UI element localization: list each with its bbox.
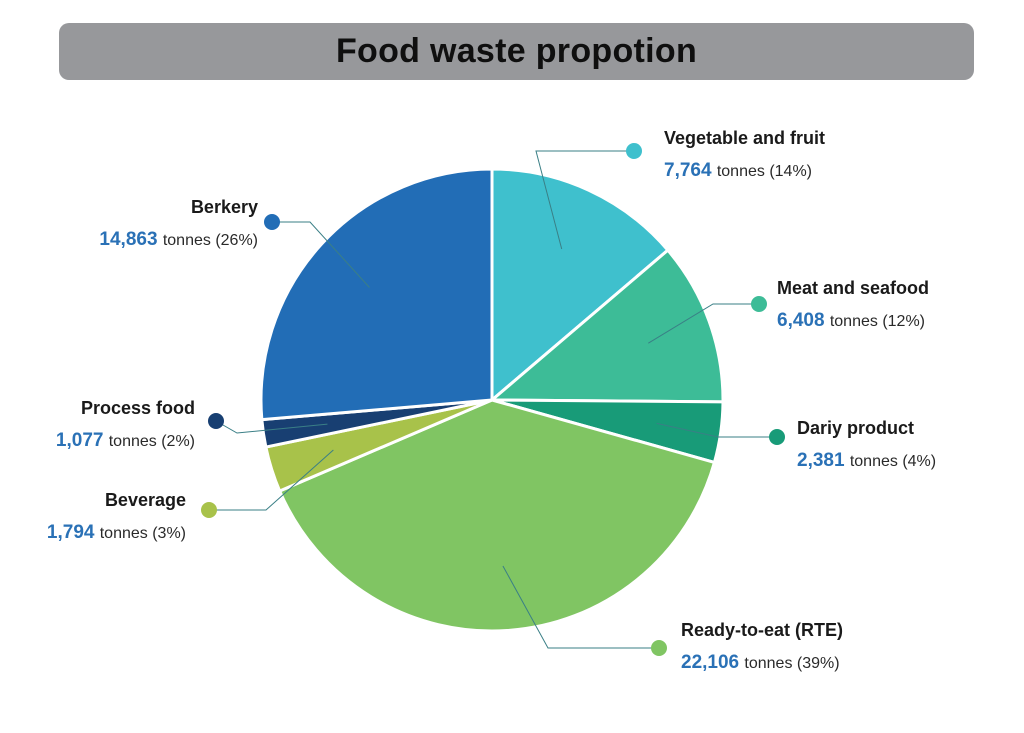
leader-line-vegetable-and-fruit — [535, 150, 634, 250]
legend-dot-vegetable-and-fruit — [626, 143, 642, 159]
legend-dot-process-food — [208, 413, 224, 429]
slice-label-berkery: Berkery — [191, 197, 258, 217]
leader-line-ready-to-eat-rte — [502, 565, 659, 649]
slice-value-dariy-product: 2,381 tonnes (4%) — [797, 450, 936, 471]
pie-slice-vegetable-and-fruit — [490, 167, 670, 402]
slice-value-ready-to-eat-rte: 22,106 tonnes (39%) — [681, 652, 840, 673]
slice-value-meat-and-seafood: 6,408 tonnes (12%) — [777, 310, 925, 331]
leader-line-meat-and-seafood — [648, 303, 759, 344]
leader-line-dariy-product — [656, 422, 777, 438]
slice-label-meat-and-seafood: Meat and seafood — [777, 278, 929, 298]
slice-value-berkery: 14,863 tonnes (26%) — [99, 229, 258, 250]
chart-title: Food waste propotion — [335, 32, 698, 70]
slice-label-dariy-product: Dariy product — [797, 418, 914, 438]
title-bar: Food waste propotion — [59, 23, 974, 80]
pie-slice-berkery — [259, 167, 494, 422]
pie-slice-meat-and-seafood — [490, 248, 725, 404]
legend-dot-beverage — [201, 502, 217, 518]
leader-line-berkery — [272, 221, 370, 288]
legend-dot-meat-and-seafood — [751, 296, 767, 312]
slice-value-beverage: 1,794 tonnes (3%) — [47, 522, 186, 543]
slice-value-vegetable-and-fruit: 7,764 tonnes (14%) — [664, 160, 812, 181]
slice-value-process-food: 1,077 tonnes (2%) — [56, 430, 195, 451]
slice-label-ready-to-eat-rte: Ready-to-eat (RTE) — [681, 620, 843, 640]
legend-dot-berkery — [264, 214, 280, 230]
slice-label-vegetable-and-fruit: Vegetable and fruit — [664, 128, 825, 148]
slice-label-beverage: Beverage — [105, 490, 186, 510]
leader-line-beverage — [209, 449, 334, 511]
legend-dot-ready-to-eat-rte — [651, 640, 667, 656]
pie-slice-ready-to-eat-rte — [278, 398, 716, 633]
legend-dot-dariy-product — [769, 429, 785, 445]
slice-label-process-food: Process food — [81, 398, 195, 418]
leader-line-process-food — [215, 420, 328, 434]
